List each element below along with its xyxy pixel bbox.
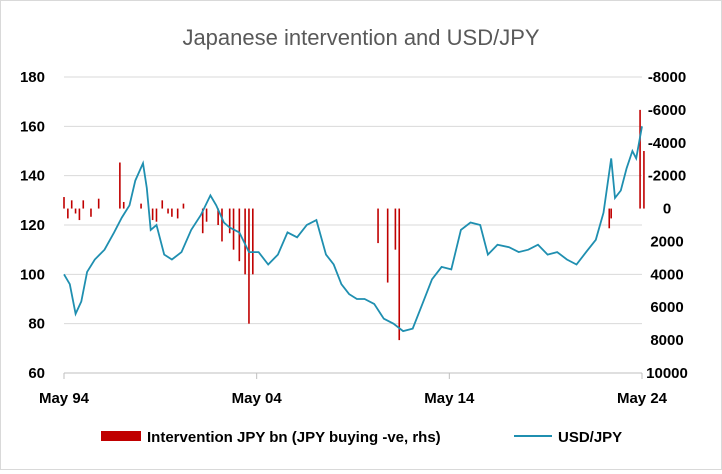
x-tick-label: May 14 [424, 390, 475, 407]
intervention-bar [205, 208, 208, 222]
intervention-bar [386, 208, 389, 283]
chart-title: Japanese intervention and USD/JPY [182, 25, 539, 50]
intervention-bar [221, 208, 223, 242]
intervention-bar [643, 151, 645, 209]
intervention-bar [151, 208, 154, 221]
right-tick-label: 8000 [650, 332, 683, 349]
intervention-bar [63, 197, 65, 209]
legend-bar-swatch [101, 431, 141, 441]
left-tick-label: 140 [20, 168, 45, 185]
usdjpy-line [63, 126, 643, 333]
intervention-bar [67, 208, 69, 219]
intervention-bar [252, 208, 254, 275]
intervention-bar [167, 208, 169, 214]
intervention-bar [608, 208, 611, 229]
intervention-bar [176, 208, 179, 219]
left-axis-ticks: 180 160 140 120 100 80 60 [20, 69, 45, 382]
intervention-bar [90, 208, 92, 217]
legend-line-label: USD/JPY [558, 429, 622, 446]
intervention-bar [201, 208, 204, 234]
legend-bar-label: Intervention JPY bn (JPY buying -ve, rhs… [147, 429, 441, 446]
left-tick-label: 160 [20, 118, 45, 135]
intervention-bar [238, 208, 241, 262]
right-axis-ticks: -8000 -6000 -4000 -2000 0 2000 4000 6000 8000 100… [646, 69, 688, 382]
intervention-bar [398, 208, 401, 341]
intervention-bar [82, 200, 85, 209]
intervention-bar [119, 162, 121, 209]
intervention-bar [639, 109, 641, 209]
x-axis-ticks: May 94 May 04 May 14 May 24 [39, 373, 668, 407]
x-tick-label: May 04 [232, 390, 283, 407]
intervention-bar [182, 203, 185, 209]
left-tick-label: 60 [28, 365, 45, 382]
intervention-bar [394, 208, 397, 250]
intervention-bar [217, 208, 219, 225]
left-tick-label: 120 [20, 217, 45, 234]
legend: Intervention JPY bn (JPY buying -ve, rhs… [101, 429, 622, 446]
intervention-bar [161, 200, 164, 209]
left-tick-label: 180 [20, 69, 45, 86]
intervention-bar [74, 208, 77, 214]
right-tick-label: 6000 [650, 299, 683, 316]
intervention-bar [610, 208, 612, 219]
x-tick-label: May 94 [39, 390, 90, 407]
intervention-bar [155, 208, 158, 222]
right-tick-label: 10000 [646, 365, 688, 382]
right-tick-label: 2000 [650, 233, 683, 250]
left-tick-label: 100 [20, 266, 45, 283]
intervention-bar [97, 198, 100, 209]
intervention-bar [377, 208, 379, 244]
right-tick-label: -6000 [648, 102, 686, 119]
intervention-bar [171, 208, 173, 217]
right-tick-label: 0 [663, 201, 671, 218]
right-tick-label: -8000 [648, 69, 686, 86]
left-tick-label: 80 [28, 316, 45, 333]
intervention-bar [122, 201, 125, 209]
intervention-bar [228, 208, 231, 234]
intervention-bar [244, 208, 246, 275]
intervention-bar [70, 200, 73, 209]
intervention-bar [248, 208, 250, 324]
right-tick-label: 4000 [650, 266, 683, 283]
intervention-bar [140, 203, 142, 209]
right-tick-label: -4000 [648, 135, 686, 152]
intervention-bar [78, 208, 81, 221]
x-tick-label: May 24 [617, 390, 668, 407]
right-tick-label: -2000 [648, 168, 686, 185]
